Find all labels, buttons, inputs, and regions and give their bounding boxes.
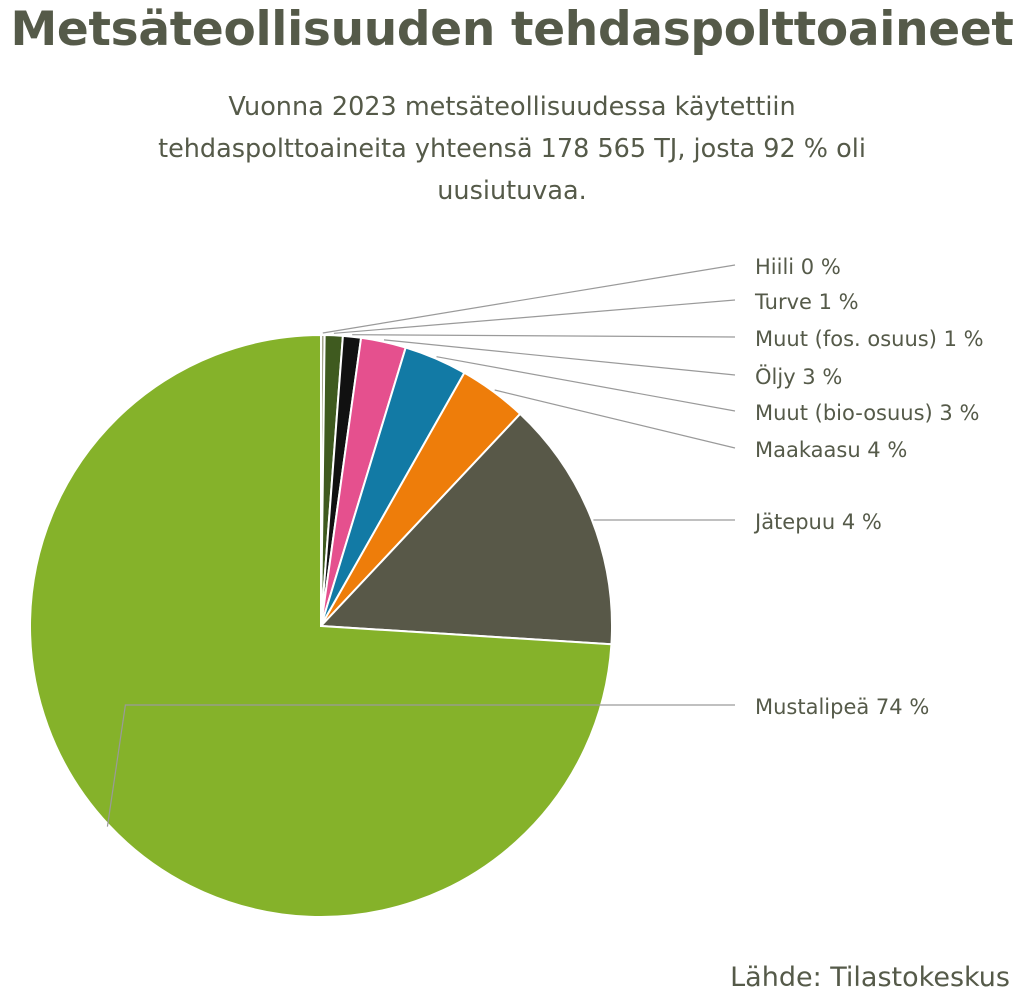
pie-slices bbox=[29, 333, 613, 918]
leader-line bbox=[383, 339, 736, 376]
slice-label: Hiili 0 % bbox=[755, 255, 841, 279]
chart-subtitle: Vuonna 2023 metsäteollisuudessa käytetti… bbox=[158, 92, 866, 206]
source-note: Lähde: Tilastokeskus bbox=[730, 962, 1010, 993]
pie-slice bbox=[29, 333, 613, 918]
slice-label: Jätepuu 4 % bbox=[753, 510, 882, 534]
slice-label: Turve 1 % bbox=[754, 290, 859, 314]
chart-title: Metsäteollisuuden tehdaspolttoaineet bbox=[10, 2, 1014, 57]
slice-label: Muut (bio-osuus) 3 % bbox=[755, 401, 979, 425]
slice-label: Maakaasu 4 % bbox=[755, 438, 907, 462]
slice-labels: Hiili 0 % Turve 1 % Muut (fos. osuus) 1 % Ö… bbox=[753, 255, 984, 719]
leader-line bbox=[494, 389, 736, 449]
leader-line bbox=[322, 264, 736, 334]
leader-lines bbox=[106, 264, 736, 827]
leader-line bbox=[352, 334, 736, 338]
slice-label: Öljy 3 % bbox=[755, 364, 842, 389]
leader-line bbox=[436, 356, 736, 412]
slice-label: Mustalipeä 74 % bbox=[755, 695, 929, 719]
leader-line bbox=[333, 299, 736, 334]
pie-slice bbox=[318, 412, 613, 646]
slice-label: Muut (fos. osuus) 1 % bbox=[755, 327, 984, 351]
leader-line bbox=[106, 704, 735, 827]
